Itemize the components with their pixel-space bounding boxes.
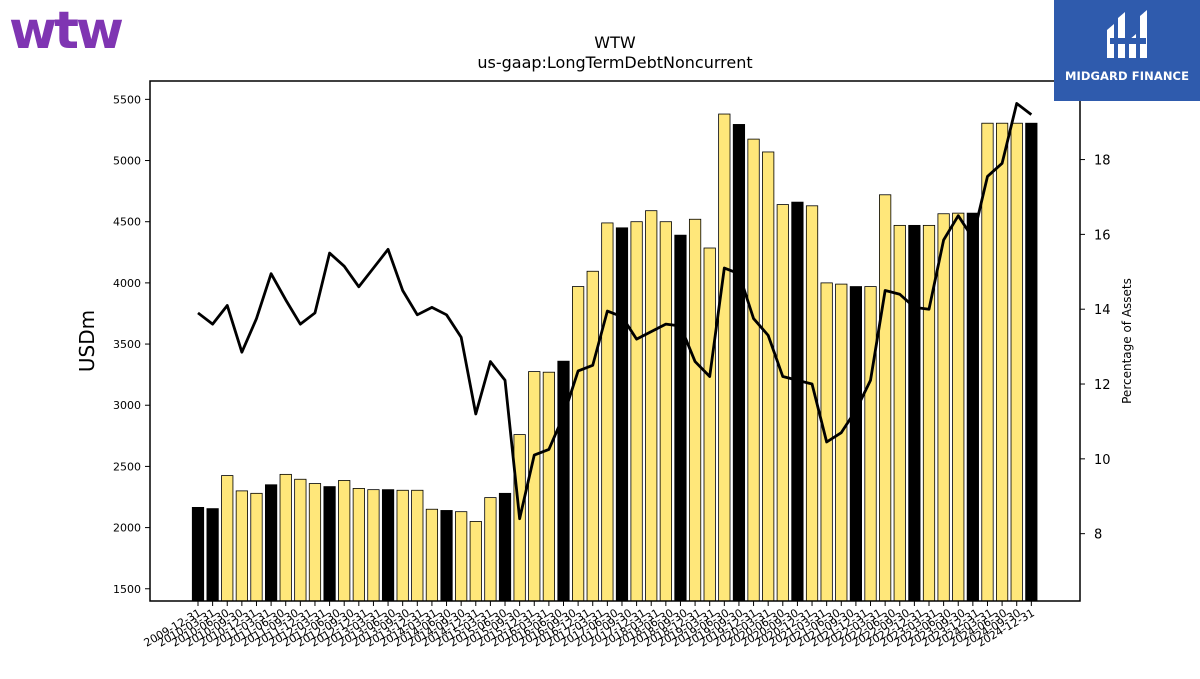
midgard-finance-logo: MIDGARD FINANCE (1054, 0, 1200, 101)
bar-2021-03-31 (850, 287, 861, 601)
bar-2014-12-31 (485, 498, 496, 601)
bar-2017-03-31 (616, 228, 627, 601)
bar-2016-12-31 (602, 223, 613, 601)
bar-2011-06-30 (280, 474, 291, 601)
bar-2023-03-31 (967, 213, 978, 601)
bar-2012-09-30 (353, 488, 364, 601)
y2-tick-label: 18 (1094, 154, 1111, 169)
bar-2019-12-31 (777, 205, 788, 601)
bar-2014-03-31 (441, 510, 452, 601)
bar-2019-09-30 (762, 152, 773, 601)
y-tick-label: 5000 (113, 155, 141, 168)
bar-2023-12-31 (1011, 123, 1022, 601)
bar-2013-09-30 (412, 490, 423, 601)
bar-2022-06-30 (923, 225, 934, 601)
bar-2018-06-30 (689, 219, 700, 601)
y2-axis: 8 10 12 14 16 18 (1080, 154, 1111, 543)
bar-2013-06-30 (397, 490, 408, 601)
midgard-logo-mark (1054, 0, 1200, 68)
line-layer (198, 103, 1031, 518)
y-tick-label: 3500 (113, 338, 141, 351)
bar-2024-03-31 (1026, 123, 1037, 601)
wtw-logo: wtw (6, 4, 124, 60)
bar-2015-03-31 (499, 493, 510, 601)
bar-2021-12-31 (894, 225, 905, 601)
y-tick-label: 5500 (113, 93, 141, 106)
bar-2011-12-31 (309, 484, 320, 601)
bar-2009-12-31 (192, 507, 203, 601)
percentage-line (198, 103, 1031, 518)
bar-2010-06-30 (222, 476, 233, 601)
bar-2012-06-30 (339, 480, 350, 601)
wtw-logo-graphic: wtw (6, 4, 124, 60)
y-tick-label: 2000 (113, 522, 141, 535)
bar-2018-12-31 (719, 114, 730, 601)
midgard-logo-text: MIDGARD FINANCE (1054, 69, 1200, 83)
bar-2014-09-30 (470, 521, 481, 601)
y-tick-label: 4500 (113, 216, 141, 229)
bar-2021-09-30 (879, 195, 890, 601)
bar-2018-09-30 (704, 248, 715, 601)
bar-2017-12-31 (660, 222, 671, 601)
bar-2016-06-30 (572, 287, 583, 601)
bar-2010-09-30 (236, 491, 247, 601)
y2-tick-label: 8 (1094, 528, 1102, 543)
bars-layer (192, 114, 1037, 601)
y2-tick-label: 16 (1094, 228, 1111, 243)
bar-2011-09-30 (295, 479, 306, 601)
y2-axis-label: Percentage of Assets (1120, 278, 1134, 404)
bar-2019-06-30 (748, 139, 759, 601)
bar-2022-03-31 (909, 225, 920, 601)
bar-2020-03-31 (792, 202, 803, 601)
bar-2015-12-31 (543, 372, 554, 601)
bar-2017-06-30 (631, 222, 642, 601)
bar-2023-09-30 (996, 123, 1007, 601)
bar-2013-12-31 (426, 509, 437, 601)
wtw-logo-text: wtw (9, 4, 123, 60)
y2-tick-label: 14 (1094, 303, 1111, 318)
bar-2020-12-31 (836, 284, 847, 601)
bar-2010-12-31 (251, 493, 262, 601)
y-axis: 1500 2000 2500 3000 3500 4000 4500 5000 5500 (113, 93, 150, 595)
y2-tick-label: 10 (1094, 453, 1111, 468)
bar-2018-03-31 (675, 235, 686, 601)
y2-tick-label: 12 (1094, 378, 1111, 393)
bar-2012-12-31 (368, 490, 379, 601)
y-tick-label: 4000 (113, 277, 141, 290)
bar-2021-06-30 (865, 287, 876, 601)
y-axis-label: USDm (75, 310, 99, 372)
bar-2016-09-30 (587, 271, 598, 601)
y-tick-label: 1500 (113, 583, 141, 596)
x-axis: 2009-12-312010-03-312010-06-302010-09-30… (142, 601, 1037, 650)
bar-2011-03-31 (265, 485, 276, 601)
y-tick-label: 3000 (113, 399, 141, 412)
bar-2016-03-31 (558, 361, 569, 601)
y-tick-label: 2500 (113, 460, 141, 473)
bar-2010-03-31 (207, 509, 218, 601)
chart-subtitle: us-gaap:LongTermDebtNoncurrent (477, 53, 752, 72)
bar-2015-09-30 (529, 372, 540, 601)
bar-2014-06-30 (455, 512, 466, 601)
chart-title: WTW (594, 33, 636, 52)
bar-2022-12-31 (953, 213, 964, 601)
bar-2017-09-30 (646, 211, 657, 601)
bar-2013-03-31 (382, 490, 393, 601)
bar-2022-09-30 (938, 214, 949, 601)
bar-2012-03-31 (324, 487, 335, 601)
bar-2019-03-31 (733, 124, 744, 601)
